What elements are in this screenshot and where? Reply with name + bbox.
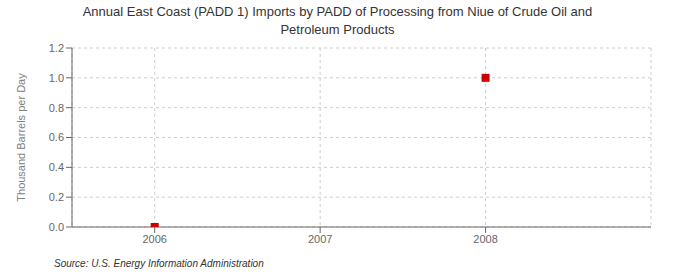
html-text:Annual East Coast (PADD 1) Imp: Annual East Coast (PADD 1) Imports by PA… [82, 4, 593, 19]
svg-text:1.0: 1.0 [49, 72, 64, 84]
svg-text:2006: 2006 [142, 233, 166, 245]
html-text:Petroleum Products: Petroleum Products [280, 22, 395, 37]
svg-text:2007: 2007 [308, 233, 332, 245]
svg-text:0.2: 0.2 [49, 191, 64, 203]
svg-text:Thousand Barrels per Day: Thousand Barrels per Day [15, 73, 27, 202]
svg-text:2008: 2008 [473, 233, 497, 245]
html-text:Source: U.S. Energy Informatio: Source: U.S. Energy Information Administ… [54, 258, 264, 269]
svg-text:0.8: 0.8 [49, 102, 64, 114]
svg-text:0.0: 0.0 [49, 221, 64, 233]
svg-text:0.4: 0.4 [49, 161, 64, 173]
svg-text:0.6: 0.6 [49, 131, 64, 143]
svg-text:1.2: 1.2 [49, 42, 64, 54]
